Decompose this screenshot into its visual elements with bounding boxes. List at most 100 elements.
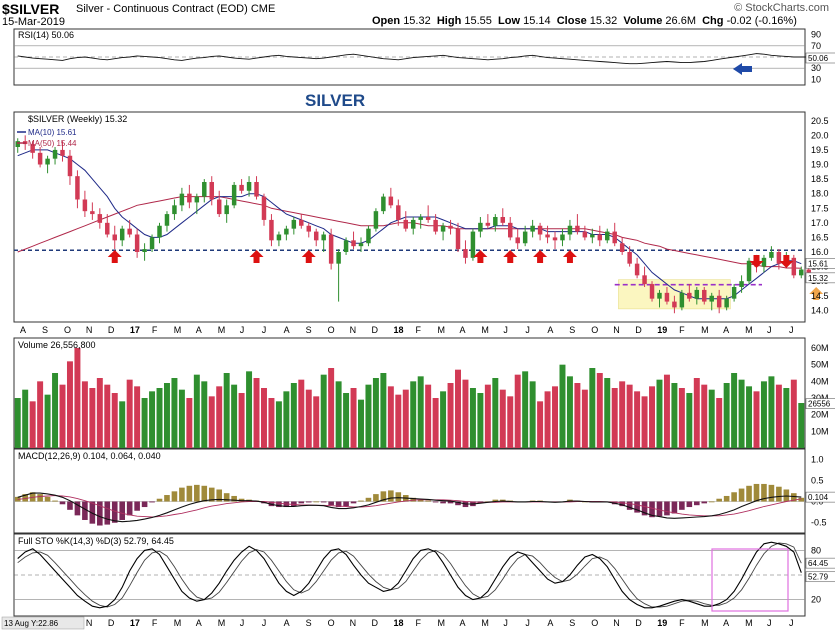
macd-histogram-bar: [738, 488, 745, 502]
macd-histogram-bar: [126, 501, 133, 516]
volume-bar: [596, 373, 603, 448]
candle-body: [403, 219, 409, 229]
candle-body: [112, 234, 117, 241]
up-arrow: [107, 250, 122, 263]
sto-k-line: [17, 541, 802, 609]
up-arrow: [249, 250, 264, 263]
x-axis-label-bottom: A: [547, 618, 553, 628]
macd-histogram-bar: [74, 501, 81, 516]
sto-d-line: [17, 542, 802, 608]
x-axis-label-bottom: S: [306, 618, 312, 628]
x-axis-label-bottom: J: [262, 618, 267, 628]
volume-bar: [678, 388, 685, 448]
volume-bar: [380, 373, 387, 448]
volume-bar: [141, 398, 148, 448]
x-axis-label: A: [20, 325, 26, 335]
volume-bar: [507, 396, 514, 448]
x-axis-label: A: [196, 325, 202, 335]
candle-body: [149, 237, 155, 250]
volume-bar: [425, 384, 432, 448]
volume-bar: [693, 378, 700, 448]
candle-body: [157, 225, 162, 238]
candle-body: [194, 196, 200, 203]
x-axis-label-bottom: J: [240, 618, 245, 628]
x-axis-label-bottom: D: [108, 618, 115, 628]
macd-tick-label: -0.5: [811, 518, 827, 528]
candle-body: [560, 234, 565, 241]
volume-bar: [686, 393, 693, 448]
candle-body: [702, 289, 707, 302]
volume-bar: [783, 388, 790, 448]
candle-body: [731, 287, 737, 299]
volume-bar: [634, 391, 641, 448]
volume-tick-label: 50M: [811, 360, 829, 370]
candle-body: [381, 196, 386, 212]
candle-body: [336, 252, 341, 264]
volume-bar: [268, 398, 275, 448]
candle-body: [313, 231, 319, 241]
price-tick-label: 18.0: [811, 189, 829, 199]
up-arrow: [301, 250, 316, 263]
x-axis-label-bottom: 19: [657, 618, 667, 628]
x-axis-label-bottom: O: [328, 618, 335, 628]
x-axis-label: O: [328, 325, 335, 335]
x-axis-label: J: [262, 325, 267, 335]
sto-title: Full STO %K(14,3) %D(3) 52.79, 64.45: [18, 536, 174, 546]
x-axis-label: D: [108, 325, 115, 335]
volume-bar: [290, 383, 297, 448]
candle-body: [90, 211, 95, 215]
macd-histogram-bar: [119, 501, 126, 520]
candle-body: [172, 205, 177, 215]
volume-bar: [708, 389, 715, 448]
volume-bar: [261, 388, 267, 448]
macd-histogram-bar: [208, 487, 215, 502]
candle-body: [187, 193, 192, 203]
x-axis-label: S: [42, 325, 48, 335]
macd-histogram-bar: [753, 483, 760, 502]
x-axis-label: N: [350, 325, 357, 335]
macd-histogram-bar: [82, 501, 88, 520]
low-label: Low: [498, 15, 521, 27]
candle-body: [470, 231, 476, 258]
volume-bar: [29, 401, 36, 448]
candle-body: [634, 263, 640, 276]
macd-histogram-bar: [791, 493, 797, 502]
volume-bar: [462, 379, 469, 448]
macd-histogram-bar: [111, 501, 118, 523]
volume-bar: [663, 374, 670, 448]
chart-date: 15-Mar-2019: [2, 16, 65, 28]
macd-histogram-bar: [67, 501, 73, 510]
x-axis-label: M: [218, 325, 226, 335]
volume-tick-label: 30M: [811, 393, 829, 403]
volume-tick-label: 10M: [811, 426, 829, 436]
macd-histogram-bar: [432, 501, 439, 503]
sto-tick-label: 80: [811, 545, 821, 555]
macd-histogram-bar: [656, 501, 663, 517]
candle-body: [545, 234, 550, 238]
macd-histogram-bar: [134, 501, 140, 511]
volume-bar: [656, 379, 663, 448]
x-axis-label-bottom: M: [174, 618, 182, 628]
macd-histogram-bar: [335, 501, 342, 508]
candle-body: [127, 228, 132, 235]
x-axis-label: O: [64, 325, 71, 335]
volume-bar: [559, 364, 566, 448]
candle-body: [478, 222, 483, 232]
sto-k-value-tag: 52.79: [808, 573, 829, 582]
x-axis-label: M: [174, 325, 182, 335]
candle-body: [642, 275, 647, 285]
candle-body: [343, 240, 349, 252]
macd-histogram-bar: [388, 490, 394, 502]
macd-histogram-bar: [171, 491, 178, 502]
macd-histogram-bar: [664, 501, 670, 516]
volume-bar: [126, 379, 133, 448]
up-arrow: [562, 250, 577, 263]
rsi-line: [17, 53, 809, 65]
macd-histogram-bar: [179, 487, 185, 502]
volume-bar: [358, 399, 364, 448]
volume-value-tag: 26556: [808, 400, 831, 409]
macd-histogram-bar: [44, 496, 51, 502]
chart-subtitle: Silver - Continuous Contract (EOD) CME: [76, 3, 276, 15]
price-tick-label: 19.5: [811, 145, 829, 155]
